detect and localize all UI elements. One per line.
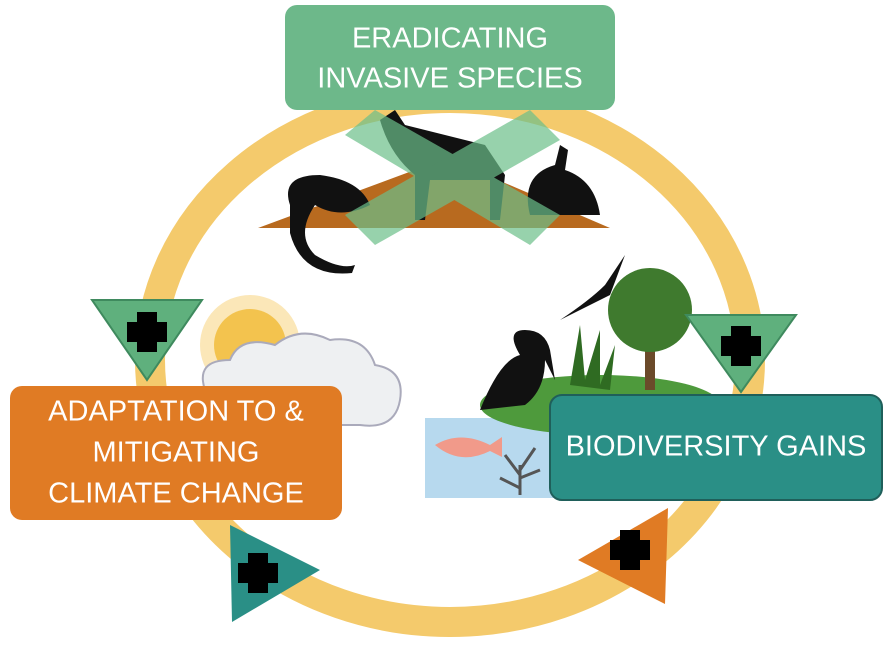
bird-standing xyxy=(480,330,555,410)
otter xyxy=(288,175,370,274)
coral xyxy=(499,447,541,495)
node-box xyxy=(549,394,883,501)
water xyxy=(425,418,565,498)
bird-flying xyxy=(560,255,625,320)
grass xyxy=(570,325,615,390)
cross xyxy=(345,110,560,245)
plus-arrow xyxy=(684,314,798,394)
fish xyxy=(435,437,502,458)
plus-arrow xyxy=(578,508,668,604)
plus-arrow xyxy=(230,525,320,622)
node-label: ADAPTATION TO & xyxy=(48,396,304,428)
node-label: BIODIVERSITY GAINS xyxy=(566,431,867,463)
plus-arrow xyxy=(90,299,204,382)
node-label: MITIGATING xyxy=(92,437,259,469)
node-box xyxy=(10,386,342,520)
node-box xyxy=(285,5,615,110)
node-label: CLIMATE CHANGE xyxy=(48,478,304,510)
node-label: INVASIVE SPECIES xyxy=(317,63,582,95)
tree-trunk xyxy=(645,330,655,390)
rabbit xyxy=(527,145,600,215)
tree-crown xyxy=(608,268,692,352)
node-label: ERADICATING xyxy=(352,23,548,55)
